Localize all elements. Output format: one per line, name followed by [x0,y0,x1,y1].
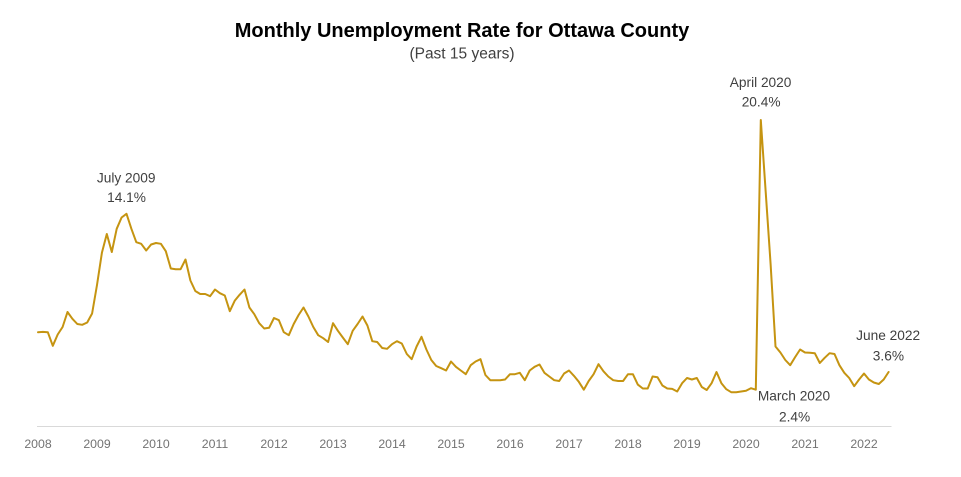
svg-text:April 2020: April 2020 [730,75,792,90]
svg-text:2010: 2010 [142,437,170,451]
svg-text:(Past 15 years): (Past 15 years) [409,46,514,63]
svg-text:20.4%: 20.4% [742,95,781,110]
svg-text:2020: 2020 [732,437,760,451]
svg-text:3.6%: 3.6% [873,348,904,363]
svg-text:2012: 2012 [260,437,288,451]
svg-text:July 2009: July 2009 [97,171,156,186]
svg-text:2016: 2016 [496,437,524,451]
svg-text:2019: 2019 [673,437,701,451]
svg-text:2021: 2021 [791,437,819,451]
svg-text:2022: 2022 [850,437,878,451]
svg-text:March 2020: March 2020 [758,389,831,404]
svg-text:2015: 2015 [437,437,465,451]
svg-text:2018: 2018 [614,437,642,451]
svg-text:Monthly Unemployment Rate for: Monthly Unemployment Rate for Ottawa Cou… [235,20,690,42]
svg-text:2014: 2014 [378,437,406,451]
svg-text:14.1%: 14.1% [107,190,146,205]
svg-text:2.4%: 2.4% [779,409,810,424]
svg-text:2017: 2017 [555,437,583,451]
svg-text:2013: 2013 [319,437,347,451]
svg-text:2009: 2009 [83,437,111,451]
svg-text:2008: 2008 [24,437,52,451]
svg-text:June 2022: June 2022 [856,328,920,343]
svg-text:2011: 2011 [202,437,229,451]
